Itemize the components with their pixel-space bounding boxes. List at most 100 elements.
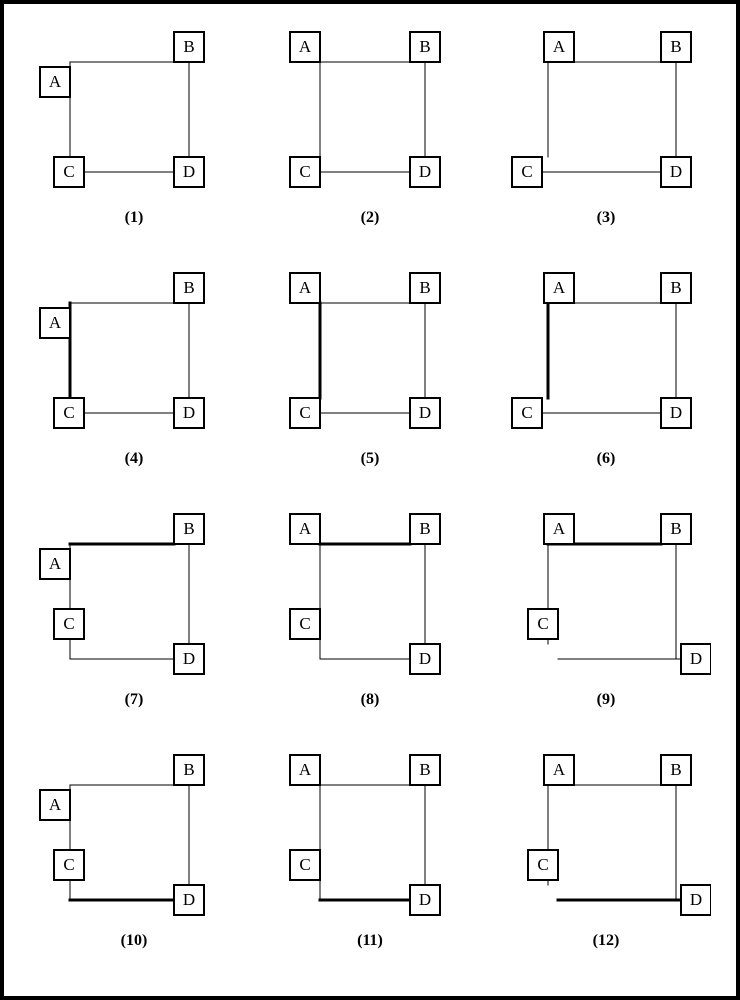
node-a: A [290, 32, 320, 62]
node-a: A [40, 549, 70, 579]
svg-text:B: B [419, 519, 430, 538]
diagram-9: A B C D [501, 504, 711, 689]
node-b: B [174, 755, 204, 785]
svg-text:B: B [670, 278, 681, 297]
caption-6: (6) [597, 450, 616, 468]
node-b: B [174, 514, 204, 544]
diagram-1: A B C D [29, 22, 239, 207]
node-d: D [661, 157, 691, 187]
row-1: ABCD(1) ABCD(2) ABCD(3) [16, 22, 724, 263]
node-d: D [174, 157, 204, 187]
node-d: D [681, 644, 711, 674]
node-a: A [290, 273, 320, 303]
svg-text:D: D [419, 403, 431, 422]
svg-text:B: B [183, 37, 194, 56]
panel-11: A B C D (11) [265, 745, 475, 950]
panel-6: ABCD(6) [501, 263, 711, 468]
figure-frame: ABCD(1) ABCD(2) ABCD(3) ABCD(4) ABCD(5) … [0, 0, 740, 1000]
svg-text:B: B [670, 519, 681, 538]
node-b: B [661, 32, 691, 62]
diagram-2: A B C D [265, 22, 475, 207]
node-c: C [290, 157, 320, 187]
panel-1: A B C D (1) [29, 22, 239, 227]
panel-7: ABCD(7) [29, 504, 239, 709]
svg-text:A: A [299, 519, 312, 538]
panel-4: ABCD(4) [29, 263, 239, 468]
panel-12: A B C D (12) [501, 745, 711, 950]
row-4: ABCD(10) ABCD(11) ABCD(12) [16, 745, 724, 986]
node-a: A [40, 67, 70, 97]
node-c: C [54, 398, 84, 428]
node-d: D [410, 644, 440, 674]
svg-text:A: A [299, 760, 312, 779]
svg-text:A: A [553, 278, 566, 297]
node-a: A [40, 308, 70, 338]
svg-text:D: D [183, 162, 195, 181]
svg-text:B: B [419, 37, 430, 56]
node-a: A [544, 755, 574, 785]
node-c: C [512, 157, 542, 187]
panel-9: A B C D (9) [501, 504, 711, 709]
svg-text:A: A [553, 760, 566, 779]
svg-text:B: B [419, 760, 430, 779]
svg-text:B: B [419, 278, 430, 297]
node-d: D [174, 644, 204, 674]
diagram-6: ABCD [501, 263, 711, 448]
node-c: C [290, 398, 320, 428]
svg-text:C: C [299, 614, 310, 633]
svg-text:A: A [553, 519, 566, 538]
node-d: D [681, 885, 711, 915]
svg-text:D: D [183, 890, 195, 909]
svg-text:C: C [299, 162, 310, 181]
svg-text:A: A [49, 554, 62, 573]
node-a: A [544, 273, 574, 303]
svg-text:D: D [183, 649, 195, 668]
node-b: B [174, 32, 204, 62]
node-c: C [528, 850, 558, 880]
svg-text:A: A [553, 37, 566, 56]
node-c: C [512, 398, 542, 428]
svg-text:B: B [183, 760, 194, 779]
diagram-4: ABCD [29, 263, 239, 448]
node-d: D [410, 885, 440, 915]
panel-5: A B C D (5) [265, 263, 475, 468]
node-b: B [410, 755, 440, 785]
panel-2: ABCD(2) [265, 22, 475, 227]
node-a: A [290, 514, 320, 544]
diagram-10: ABCD [29, 745, 239, 930]
node-c: C [54, 157, 84, 187]
svg-text:D: D [670, 162, 682, 181]
node-c: C [54, 609, 84, 639]
svg-text:C: C [537, 855, 548, 874]
svg-text:C: C [299, 855, 310, 874]
node-c: C [528, 609, 558, 639]
svg-text:A: A [49, 72, 62, 91]
row-2: ABCD(4) A B C D (5) A B C D (6) [16, 263, 724, 504]
node-b: B [410, 514, 440, 544]
node-d: D [174, 885, 204, 915]
svg-text:C: C [299, 403, 310, 422]
svg-text:A: A [49, 795, 62, 814]
node-c: C [290, 609, 320, 639]
caption-9: (9) [597, 691, 616, 709]
diagram-11: A B C D [265, 745, 475, 930]
svg-text:C: C [63, 403, 74, 422]
svg-text:A: A [49, 313, 62, 332]
node-b: B [661, 273, 691, 303]
caption-1: (1) [125, 209, 144, 227]
caption-5: (5) [361, 450, 380, 468]
diagram-7: A B C D [29, 504, 239, 689]
svg-text:B: B [670, 760, 681, 779]
svg-text:D: D [419, 649, 431, 668]
svg-text:D: D [419, 162, 431, 181]
row-3: ABCD(7) ABCD(8) ABCD(9) [16, 504, 724, 745]
diagram-5: A B C D [265, 263, 475, 448]
svg-text:C: C [521, 403, 532, 422]
node-c: C [290, 850, 320, 880]
node-d: D [410, 157, 440, 187]
svg-text:C: C [521, 162, 532, 181]
caption-12: (12) [593, 932, 620, 950]
node-b: B [661, 755, 691, 785]
panel-8: ABCD(8) [265, 504, 475, 709]
caption-11: (11) [357, 932, 383, 950]
